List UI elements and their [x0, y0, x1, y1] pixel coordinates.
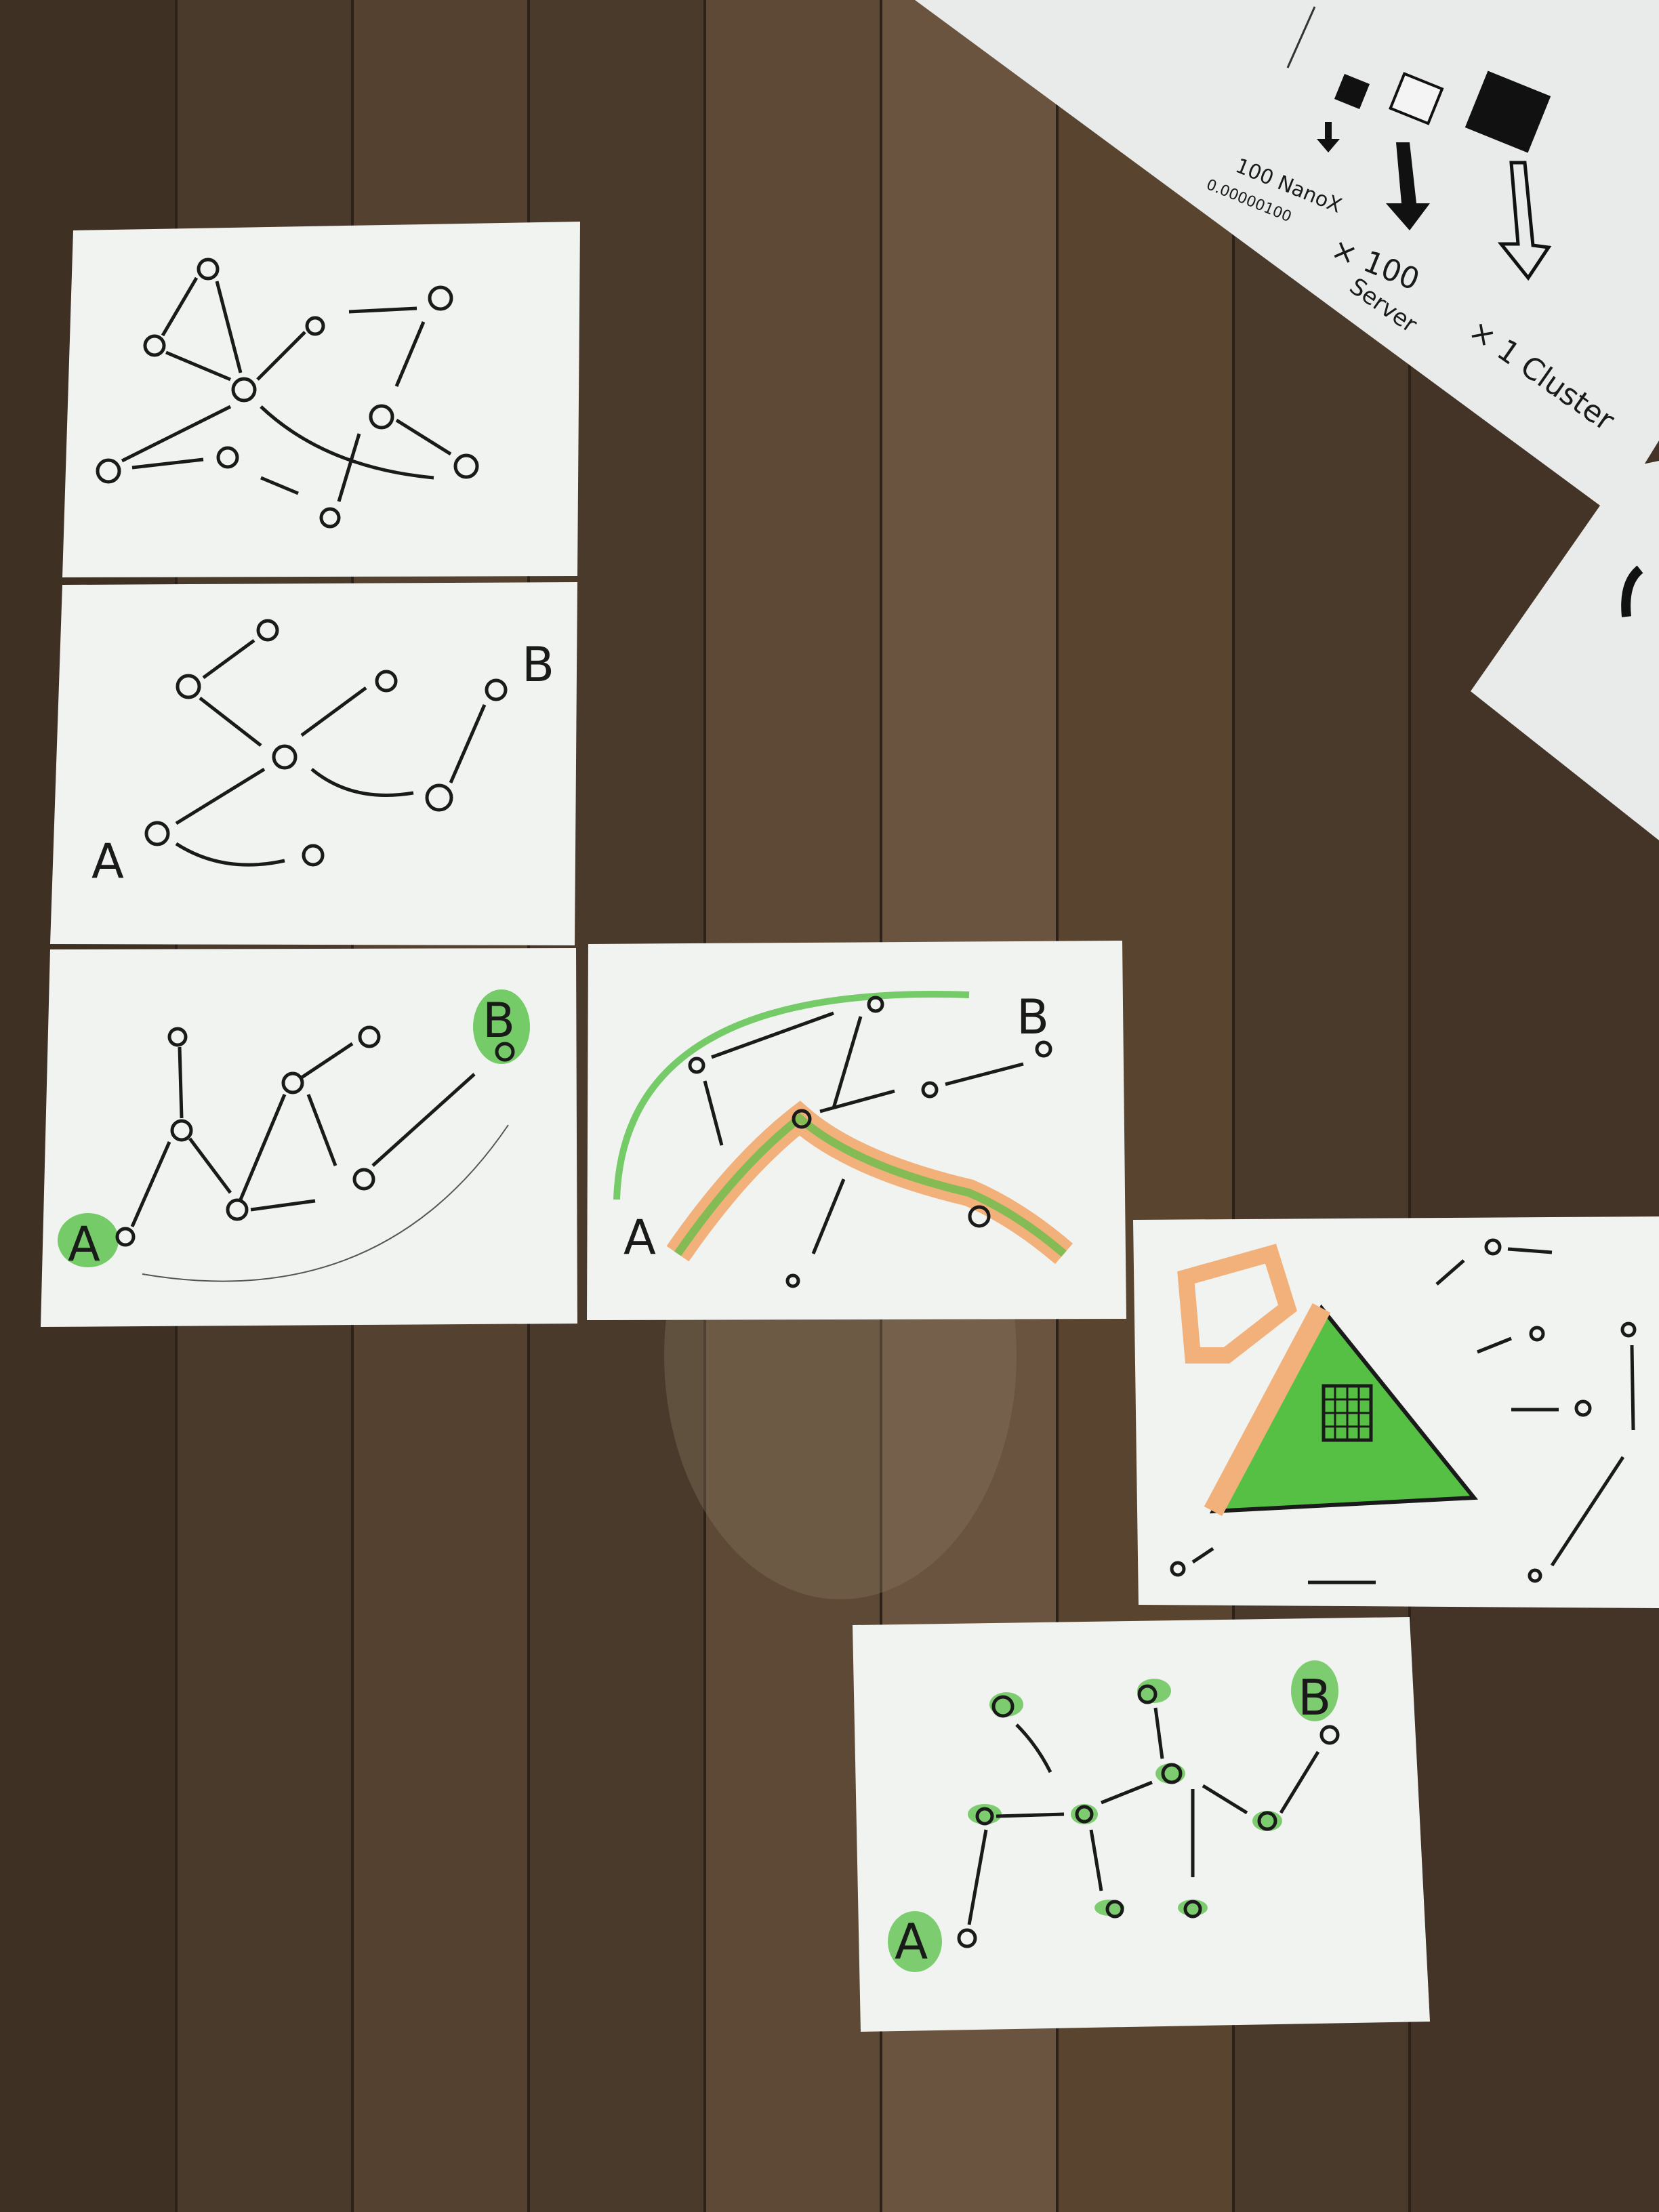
card-path-ab-orange: A B: [587, 941, 1126, 1320]
card2-label-a: A: [91, 834, 124, 889]
card3-label-a: A: [68, 1216, 100, 1272]
top-right-sheet: [915, 0, 1659, 840]
card6-label-a: A: [895, 1913, 928, 1970]
card-path-ab: A B: [50, 582, 577, 945]
card-path-ab-green: A B: [41, 948, 577, 1327]
card6-label-b: B: [1298, 1669, 1331, 1726]
card-mesh: [62, 222, 580, 577]
card3-label-b: B: [483, 993, 515, 1048]
card-triangle: [1133, 1216, 1659, 1608]
card-path-ab-nodes: A B: [853, 1617, 1430, 2032]
second-sheet-corner: [1471, 461, 1659, 840]
card2-label-b: B: [522, 637, 554, 693]
card4-label-b: B: [1017, 989, 1049, 1045]
card4-label-a: A: [623, 1210, 656, 1265]
